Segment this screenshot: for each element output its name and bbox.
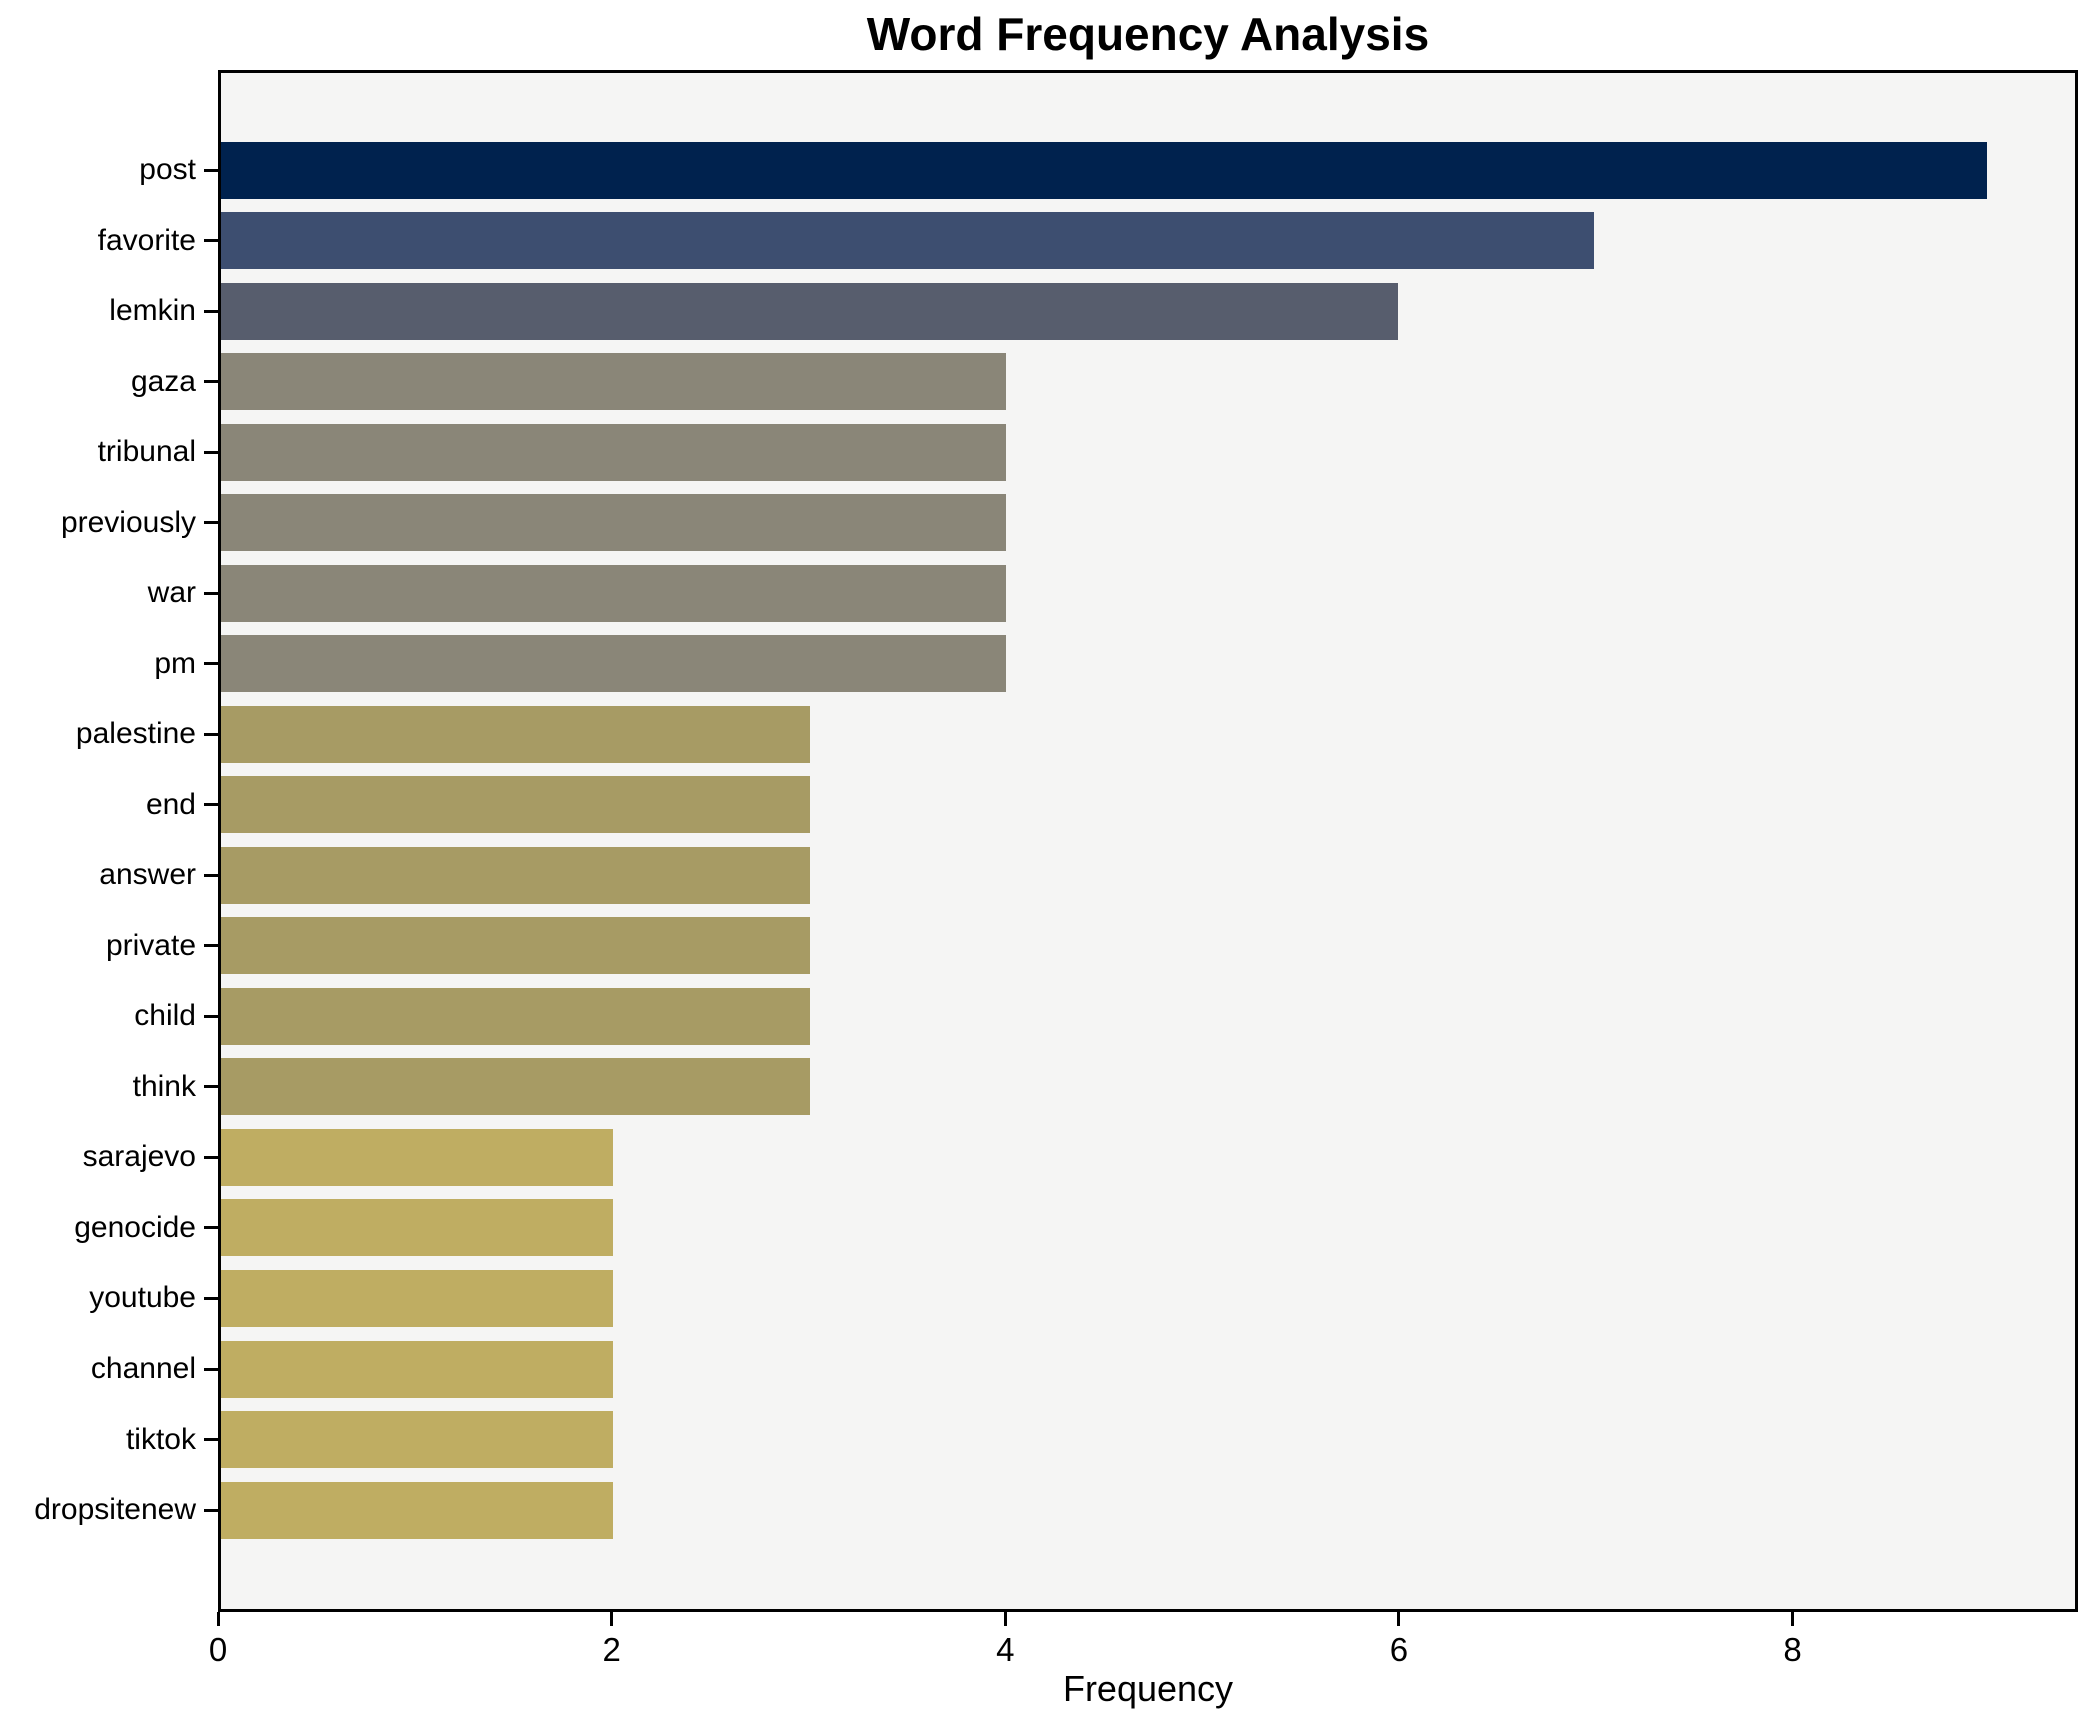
x-tick-label-8: 8 <box>1783 1631 1802 1668</box>
bar-youtube <box>221 1269 614 1327</box>
chart-title: Word Frequency Analysis <box>866 8 1430 60</box>
x-tick-label-6: 6 <box>1389 1631 1409 1668</box>
y-tick-label-channel: channel <box>90 1352 196 1385</box>
y-tick-mark-tribunal <box>204 450 218 454</box>
x-tick-mark-2 <box>610 1612 614 1626</box>
y-tick-mark-palestine <box>204 732 218 736</box>
bar-dropsitenew <box>221 1481 614 1539</box>
y-tick-mark-war <box>204 591 218 595</box>
y-tick-label-war: war <box>147 576 196 610</box>
y-tick-mark-end <box>204 803 218 807</box>
bar-war <box>221 564 1006 622</box>
bar-favorite <box>221 212 1595 270</box>
bar-previously <box>221 494 1006 552</box>
y-tick-mark-genocide <box>204 1226 218 1230</box>
bar-answer <box>221 846 810 904</box>
x-tick-mark-0 <box>216 1612 220 1626</box>
y-tick-mark-lemkin <box>204 309 218 313</box>
x-tick-mark-6 <box>1397 1612 1401 1626</box>
y-tick-label-favorite: favorite <box>97 223 196 257</box>
y-tick-mark-sarajevo <box>204 1155 218 1159</box>
y-tick-mark-pm <box>204 662 218 666</box>
plot-area <box>218 70 2078 1612</box>
y-tick-mark-tiktok <box>204 1438 218 1442</box>
y-tick-mark-youtube <box>204 1296 218 1300</box>
bar-sarajevo <box>221 1128 614 1186</box>
y-tick-mark-think <box>204 1085 218 1089</box>
bar-lemkin <box>221 282 1399 340</box>
y-tick-label-youtube: youtube <box>89 1281 196 1315</box>
y-tick-mark-answer <box>204 873 218 877</box>
y-tick-mark-child <box>204 1014 218 1018</box>
y-tick-label-think: think <box>132 1069 196 1103</box>
x-tick-label-2: 2 <box>602 1631 621 1668</box>
bar-tiktok <box>221 1411 614 1469</box>
y-tick-label-private: private <box>105 928 196 962</box>
bar-child <box>221 987 810 1045</box>
x-axis-label: Frequency <box>1062 1668 1234 1709</box>
bar-gaza <box>221 353 1006 411</box>
bar-channel <box>221 1340 614 1398</box>
y-tick-label-genocide: genocide <box>74 1210 196 1244</box>
y-tick-label-previously: previously <box>60 505 196 539</box>
y-tick-mark-dropsitenew <box>204 1508 218 1512</box>
bar-genocide <box>221 1199 614 1257</box>
bar-tribunal <box>221 423 1006 481</box>
x-tick-mark-8 <box>1791 1612 1795 1626</box>
y-tick-mark-gaza <box>204 380 218 384</box>
bar-palestine <box>221 705 810 763</box>
y-tick-mark-favorite <box>204 239 218 243</box>
bar-end <box>221 776 810 834</box>
x-tick-label-4: 4 <box>996 1631 1015 1668</box>
x-tick-label-0: 0 <box>208 1631 228 1668</box>
y-tick-label-dropsitenew: dropsitenew <box>34 1493 196 1527</box>
y-tick-label-end: end <box>145 787 196 821</box>
y-tick-label-palestine: palestine <box>75 717 196 751</box>
y-tick-label-answer: answer <box>99 858 196 892</box>
bar-post <box>221 141 1987 199</box>
y-tick-label-gaza: gaza <box>130 364 196 398</box>
y-tick-label-post: post <box>139 153 196 186</box>
bar-private <box>221 917 810 975</box>
y-tick-mark-channel <box>204 1367 218 1371</box>
y-tick-mark-post <box>204 168 218 172</box>
bar-pm <box>221 635 1006 693</box>
y-tick-label-pm: pm <box>154 646 196 680</box>
x-tick-mark-4 <box>1003 1612 1007 1626</box>
y-tick-mark-previously <box>204 521 218 525</box>
y-tick-label-tribunal: tribunal <box>97 435 196 469</box>
y-tick-label-tiktok: tiktok <box>125 1422 196 1456</box>
y-tick-mark-private <box>204 944 218 948</box>
y-tick-label-sarajevo: sarajevo <box>82 1140 196 1174</box>
y-tick-label-child: child <box>134 999 196 1033</box>
y-tick-label-lemkin: lemkin <box>109 294 196 328</box>
bar-think <box>221 1058 810 1116</box>
